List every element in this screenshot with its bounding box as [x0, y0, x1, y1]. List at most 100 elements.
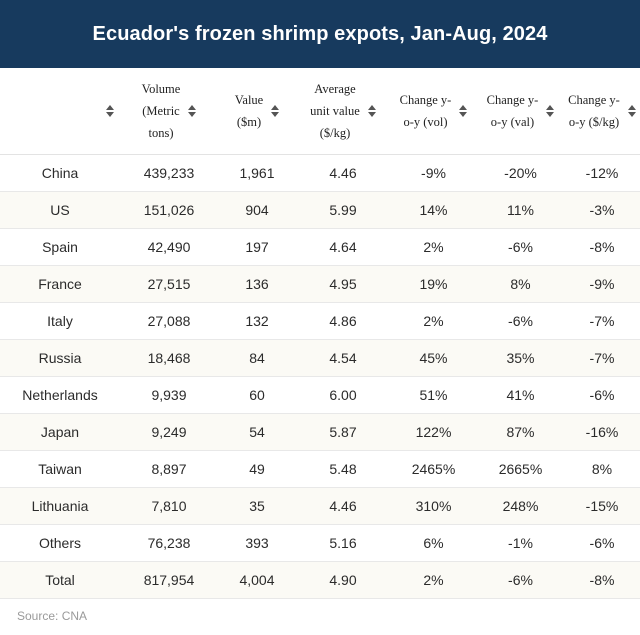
column-header-label: Value ($m): [235, 89, 263, 133]
column-header[interactable]: Change y-o-y ($/kg): [564, 68, 640, 155]
source-note: Source: CNA: [17, 609, 88, 623]
table-cell: 4.46: [296, 487, 390, 525]
table-row: France 27,515 136 4.95 19% 8% -9%: [0, 265, 640, 303]
table-cell: 8%: [564, 450, 640, 488]
shrimp-exports-table: Volume (Metric tons) Value ($m) Average unit v…: [0, 68, 640, 599]
column-header-line: (Metric: [142, 104, 180, 118]
table-cell: 35: [218, 487, 296, 525]
table-cell: -6%: [477, 561, 564, 599]
table-cell: 11%: [477, 191, 564, 229]
table-cell: 9,249: [120, 413, 218, 451]
table-cell: 4.86: [296, 302, 390, 340]
table-cell: -6%: [477, 302, 564, 340]
table-cell: 2465%: [390, 450, 477, 488]
column-header-line: Change y-: [568, 93, 620, 107]
column-header-label: Average unit value ($/kg): [310, 78, 360, 144]
table-cell: 2%: [390, 228, 477, 266]
table-cell: 248%: [477, 487, 564, 525]
column-header-line: tons): [148, 126, 174, 140]
table-cell: 9,939: [120, 376, 218, 414]
row-label: Total: [0, 561, 120, 599]
table-cell: 1,961: [218, 154, 296, 192]
table-cell: 393: [218, 524, 296, 562]
column-header[interactable]: Change y-o-y (vol): [390, 68, 477, 155]
column-header[interactable]: [0, 68, 120, 155]
table-cell: -1%: [477, 524, 564, 562]
table-cell: 132: [218, 302, 296, 340]
table-cell: 45%: [390, 339, 477, 377]
column-header-line: Change y-: [486, 93, 539, 107]
sort-arrows-icon[interactable]: [271, 105, 280, 117]
table-cell: 5.16: [296, 524, 390, 562]
table-row: Italy 27,088 132 4.86 2% -6% -7%: [0, 302, 640, 340]
table-cell: 2%: [390, 561, 477, 599]
table-cell: 49: [218, 450, 296, 488]
table-cell: 904: [218, 191, 296, 229]
table-cell: -8%: [564, 228, 640, 266]
row-label: Lithuania: [0, 487, 120, 525]
table-row: Total 817,954 4,004 4.90 2% -6% -8%: [0, 561, 640, 599]
table-cell: 51%: [390, 376, 477, 414]
row-label: US: [0, 191, 120, 229]
column-header-line: ($m): [236, 115, 262, 129]
table-row: US 151,026 904 5.99 14% 11% -3%: [0, 191, 640, 229]
table-cell: 4.64: [296, 228, 390, 266]
table-cell: 817,954: [120, 561, 218, 599]
column-header-line: Change y-: [399, 93, 452, 107]
table-cell: 8,897: [120, 450, 218, 488]
column-header-line: o-y (vol): [403, 115, 448, 129]
table-cell: -16%: [564, 413, 640, 451]
table-cell: 41%: [477, 376, 564, 414]
table-cell: 87%: [477, 413, 564, 451]
table-cell: 27,515: [120, 265, 218, 303]
table-cell: 5.48: [296, 450, 390, 488]
row-label: Others: [0, 524, 120, 562]
column-header-line: ($/kg): [319, 126, 351, 140]
sort-arrows-icon[interactable]: [459, 105, 468, 117]
table-cell: -15%: [564, 487, 640, 525]
table-cell: -8%: [564, 561, 640, 599]
table-row: Netherlands 9,939 60 6.00 51% 41% -6%: [0, 376, 640, 414]
column-header-label: Change y-o-y ($/kg): [568, 89, 620, 133]
column-header-line: Average: [314, 82, 356, 96]
table-cell: -9%: [390, 154, 477, 192]
table-cell: -6%: [564, 524, 640, 562]
table-cell: 14%: [390, 191, 477, 229]
table-cell: 6%: [390, 524, 477, 562]
table-cell: 18,468: [120, 339, 218, 377]
table-cell: 6.00: [296, 376, 390, 414]
table-cell: -20%: [477, 154, 564, 192]
column-header[interactable]: Volume (Metric tons): [120, 68, 218, 155]
table-cell: -3%: [564, 191, 640, 229]
sort-arrows-icon[interactable]: [367, 105, 376, 117]
column-header[interactable]: Value ($m): [218, 68, 296, 155]
table-row: Japan 9,249 54 5.87 122% 87% -16%: [0, 413, 640, 451]
column-header-line: o-y (val): [490, 115, 535, 129]
table-cell: 4,004: [218, 561, 296, 599]
sort-arrows-icon[interactable]: [188, 105, 197, 117]
table-cell: 2665%: [477, 450, 564, 488]
sort-arrows-icon[interactable]: [546, 105, 555, 117]
table-row: Spain 42,490 197 4.64 2% -6% -8%: [0, 228, 640, 266]
table-cell: 5.87: [296, 413, 390, 451]
table-cell: 2%: [390, 302, 477, 340]
sort-arrows-icon[interactable]: [627, 105, 636, 117]
table-row: Russia 18,468 84 4.54 45% 35% -7%: [0, 339, 640, 377]
table-cell: 4.90: [296, 561, 390, 599]
row-label: China: [0, 154, 120, 192]
table-cell: 19%: [390, 265, 477, 303]
column-header[interactable]: Change y-o-y (val): [477, 68, 564, 155]
table-cell: -12%: [564, 154, 640, 192]
row-label: France: [0, 265, 120, 303]
sort-arrows-icon[interactable]: [106, 105, 114, 117]
title-bar: Ecuador's frozen shrimp expots, Jan-Aug,…: [0, 0, 640, 68]
table-cell: 7,810: [120, 487, 218, 525]
column-header-line: Volume: [141, 82, 181, 96]
table-cell: 60: [218, 376, 296, 414]
table-cell: 4.54: [296, 339, 390, 377]
table-cell: 54: [218, 413, 296, 451]
table-cell: 8%: [477, 265, 564, 303]
table-cell: -9%: [564, 265, 640, 303]
table-cell: -6%: [564, 376, 640, 414]
column-header[interactable]: Average unit value ($/kg): [296, 68, 390, 155]
